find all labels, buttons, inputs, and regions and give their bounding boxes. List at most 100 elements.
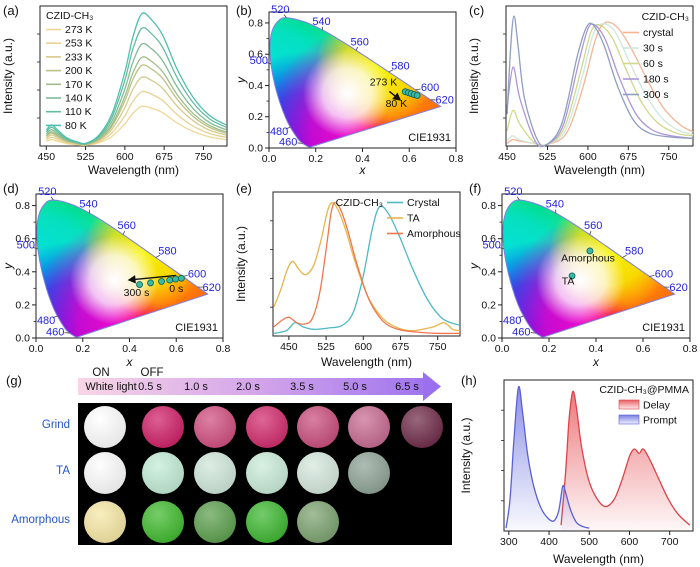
sample-photo-circle	[297, 406, 339, 448]
y-tick-label: 0.6	[248, 49, 263, 61]
sample-photo-circle	[401, 406, 443, 448]
series-line-60 s	[506, 23, 694, 147]
y-axis-label: Intensity (a.u.)	[467, 38, 481, 114]
x-tick-label: 750	[429, 341, 447, 353]
arrow-time-label: 5.0 s	[343, 381, 367, 393]
panel-g-afterglow-photos: (g) ON OFF White light 0.5 s 1.0 s 2.0 s 3.5…	[0, 367, 466, 567]
legend-item-label: 233 K	[65, 51, 92, 63]
series-line-Crystal	[273, 205, 461, 334]
wavelength-label: 540	[546, 199, 564, 211]
y-axis-label: Intensity (a.u.)	[234, 226, 248, 302]
x-axis-label: Wavelength (nm)	[321, 355, 412, 369]
y-tick-label: 0.6	[15, 233, 30, 245]
sample-photo-circle	[142, 406, 184, 448]
series-area-Delay	[561, 391, 690, 531]
wavelength-label: 460	[512, 326, 530, 338]
series-line-180 s	[506, 23, 694, 148]
arrow-time-label: White light	[85, 381, 137, 393]
wavelength-label: 500	[17, 240, 35, 252]
x-tick-label: 700	[661, 536, 679, 548]
wavelength-label: 460	[279, 137, 297, 149]
wavelength-label: 480	[503, 315, 521, 327]
y-tick-label: 0.4	[481, 266, 496, 278]
x-tick-label: 0.2	[75, 343, 90, 355]
x-axis-label: x	[359, 163, 367, 177]
panel-label: (a)	[3, 3, 19, 18]
panel-label: (f)	[469, 181, 481, 196]
series-area-Prompt	[506, 386, 590, 531]
arrow-time-label: 1.0 s	[184, 381, 208, 393]
cie-gamut	[269, 17, 441, 148]
wavelength-label: 600	[188, 268, 206, 280]
row-label-amorphous: Amorphous	[11, 514, 70, 526]
spectral-locus	[36, 199, 209, 338]
panel-h-delay-prompt-spectra: 300 400 500 600 700 Wavelength (nm) Intensity …	[459, 373, 694, 566]
legend-item-label: 200 K	[65, 65, 92, 77]
series-line-Amorphous	[273, 201, 461, 335]
wavelength-label: 500	[483, 240, 501, 252]
y-tick-label: 0.2	[481, 299, 496, 311]
x-tick-label: 525	[77, 151, 95, 163]
plot-frame	[39, 5, 228, 147]
annotation-arrowhead	[127, 275, 136, 284]
series-line-140 K	[45, 42, 227, 145]
x-axis-label: Wavelength (nm)	[553, 552, 644, 566]
sample-photo-circle	[348, 406, 390, 448]
x-tick-label: 0.8	[683, 343, 698, 355]
wavelength-label: 560	[351, 36, 369, 48]
wavelength-label: 460	[46, 326, 64, 338]
annotation-arrowhead	[392, 92, 402, 101]
sample-photo-circle	[84, 406, 126, 448]
wavelength-label: 520	[271, 4, 289, 16]
legend-item-label: 140 K	[65, 93, 92, 105]
sample-photo-circle	[297, 501, 339, 543]
series-line-170 K	[45, 56, 227, 146]
time-arrow-bar	[78, 378, 423, 395]
legend-item-label: 170 K	[65, 79, 92, 91]
cie-data-point	[568, 272, 576, 280]
annotation: 80 K	[386, 98, 408, 110]
plot-frame	[505, 5, 694, 147]
spectral-locus	[269, 17, 442, 148]
panel-label: (b)	[236, 3, 252, 18]
x-tick-label: 0.8	[216, 343, 231, 355]
x-tick-label: 500	[580, 536, 598, 548]
x-tick-label: 675	[155, 151, 173, 163]
plot-frame	[503, 379, 694, 532]
x-tick-label: 675	[392, 341, 410, 353]
sample-photo-circle	[194, 452, 236, 494]
x-tick-label: 525	[317, 341, 335, 353]
arrow-time-label: 0.5 s	[138, 381, 162, 393]
y-tick-label: 0.0	[248, 143, 263, 155]
legend-item-label: 30 s	[643, 43, 663, 55]
annotation-arrow	[134, 274, 177, 281]
wavelength-label: 580	[625, 246, 643, 258]
legend-item-label: 180 s	[643, 74, 669, 86]
sample-photo-circle	[194, 406, 236, 448]
annotation: TA	[562, 276, 575, 288]
time-labels: White light 0.5 s 1.0 s 2.0 s 3.5 s 5.0 s 6.5 …	[0, 370, 466, 410]
cie-data-point	[158, 277, 165, 285]
spectral-locus	[502, 199, 676, 338]
panel-label: (e)	[236, 181, 252, 196]
x-tick-label: 600	[579, 151, 597, 163]
legend-item-label: TA	[407, 213, 420, 225]
x-tick-label: 400	[540, 536, 558, 548]
series-line-crystal	[506, 21, 694, 146]
panel-b-cie-diagram: 0.0 0.2 0.4 0.6 0.8 0.0 0.2 0.4 0.6 0.8 x y (b) 46048…	[234, 3, 463, 177]
annotation: 273 K	[370, 76, 397, 88]
x-tick-label: 0.4	[589, 343, 604, 355]
x-tick-label: 300	[500, 536, 518, 548]
series-line-110 K	[45, 26, 227, 145]
y-tick-label: 0.0	[15, 333, 30, 345]
y-tick-label: 0.2	[15, 299, 30, 311]
series-line-233 K	[45, 76, 227, 146]
x-axis-label: Wavelength (nm)	[554, 163, 645, 177]
off-label: OFF	[140, 367, 164, 379]
arrow-time-label: 6.5 s	[395, 381, 419, 393]
y-tick-label: 0.8	[15, 200, 30, 212]
panel-g-label: (g)	[6, 373, 22, 388]
arrow-time-label: 2.0 s	[236, 381, 260, 393]
panel-c-time-spectra: 450 525 600 675 750 Wavelength (nm) Intensity …	[467, 3, 694, 177]
wavelength-label: 480	[37, 315, 55, 327]
